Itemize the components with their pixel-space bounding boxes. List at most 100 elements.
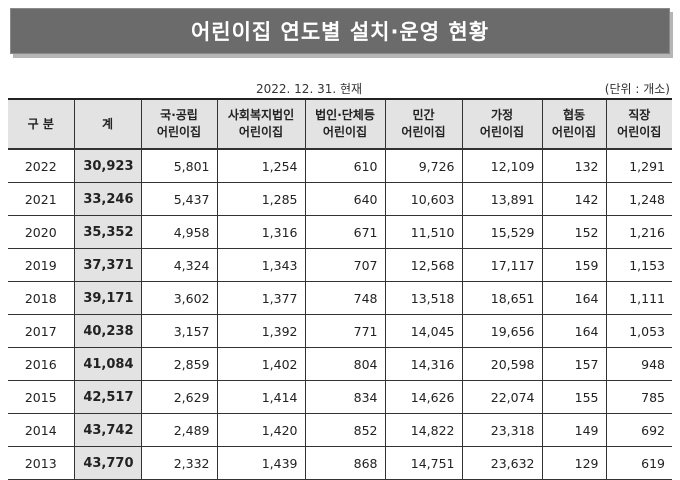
table-cell: 20,598 (461, 347, 543, 381)
table-cell: 771 (304, 314, 386, 348)
table-cell: 4,958 (140, 215, 218, 249)
table-cell: 804 (304, 347, 386, 381)
statistics-table: 구 분 계 국·공립 어린이집 사회복지법인 어린이집 법인·단체등 어린이집 … (8, 98, 672, 480)
table-cell: 9,726 (384, 148, 463, 183)
table-cell: 17,117 (461, 248, 543, 282)
table-cell: 1,248 (605, 182, 672, 216)
header-cell: 계 (73, 98, 142, 150)
header-cell: 구 분 (8, 98, 75, 150)
table-cell: 2,859 (140, 347, 218, 381)
table-row: 2019 37,371 4,324 1,343 707 12,568 17,117 159 1,… (8, 248, 672, 282)
table-cell: 868 (304, 446, 386, 480)
table-cell: 12,109 (461, 148, 543, 183)
total-cell: 42,517 (73, 380, 142, 414)
table-row: 2022 30,923 5,801 1,254 610 9,726 12,109 132 1,2… (8, 148, 672, 183)
table-row: 2015 42,517 2,629 1,414 834 14,626 22,074 155 78… (8, 380, 672, 414)
table-row: 2018 39,171 3,602 1,377 748 13,518 18,651 164 1,… (8, 281, 672, 315)
table-cell: 671 (304, 215, 386, 249)
table-cell: 1,111 (605, 281, 672, 315)
header-cell: 협동 어린이집 (541, 98, 607, 150)
table-cell: 1,420 (216, 413, 306, 447)
table-cell: 5,437 (140, 182, 218, 216)
table-cell: 129 (541, 446, 607, 480)
total-cell: 43,770 (73, 446, 142, 480)
table-cell: 1,377 (216, 281, 306, 315)
table-cell: 852 (304, 413, 386, 447)
table-cell: 23,632 (461, 446, 543, 480)
year-cell: 2015 (8, 380, 75, 414)
title-banner: 어린이집 연도별 설치·운영 현황 (10, 8, 670, 54)
table-cell: 1,153 (605, 248, 672, 282)
unit-note: (단위 : 개소) (604, 82, 670, 96)
table-cell: 14,822 (384, 413, 463, 447)
table-cell: 132 (541, 148, 607, 183)
table-cell: 2,629 (140, 380, 218, 414)
table-cell: 23,318 (461, 413, 543, 447)
year-cell: 2019 (8, 248, 75, 282)
table-cell: 640 (304, 182, 386, 216)
table-cell: 1,392 (216, 314, 306, 348)
header-cell: 사회복지법인 어린이집 (216, 98, 306, 150)
table-cell: 4,324 (140, 248, 218, 282)
year-cell: 2013 (8, 446, 75, 480)
table-cell: 14,045 (384, 314, 463, 348)
table-cell: 1,291 (605, 148, 672, 183)
table-cell: 159 (541, 248, 607, 282)
table-cell: 13,518 (384, 281, 463, 315)
table-cell: 619 (605, 446, 672, 480)
total-cell: 43,742 (73, 413, 142, 447)
table-cell: 155 (541, 380, 607, 414)
total-cell: 37,371 (73, 248, 142, 282)
total-cell: 30,923 (73, 148, 142, 183)
table-row: 2013 43,770 2,332 1,439 868 14,751 23,632 129 61… (8, 446, 672, 480)
year-cell: 2021 (8, 182, 75, 216)
total-cell: 41,084 (73, 347, 142, 381)
table-cell: 14,751 (384, 446, 463, 480)
table-cell: 164 (541, 314, 607, 348)
table-cell: 18,651 (461, 281, 543, 315)
table-cell: 19,656 (461, 314, 543, 348)
table-cell: 164 (541, 281, 607, 315)
table-cell: 3,157 (140, 314, 218, 348)
table-cell: 3,602 (140, 281, 218, 315)
table-cell: 2,489 (140, 413, 218, 447)
table-cell: 12,568 (384, 248, 463, 282)
header-cell: 민간 어린이집 (384, 98, 463, 150)
table-row: 2017 40,238 3,157 1,392 771 14,045 19,656 164 1,… (8, 314, 672, 348)
table-cell: 1,216 (605, 215, 672, 249)
table-cell: 692 (605, 413, 672, 447)
table-cell: 149 (541, 413, 607, 447)
table-row: 2020 35,352 4,958 1,316 671 11,510 15,529 152 1,… (8, 215, 672, 249)
table-cell: 748 (304, 281, 386, 315)
table-cell: 707 (304, 248, 386, 282)
table-cell: 1,285 (216, 182, 306, 216)
table-cell: 610 (304, 148, 386, 183)
table-cell: 948 (605, 347, 672, 381)
table-cell: 1,254 (216, 148, 306, 183)
year-cell: 2020 (8, 215, 75, 249)
table-row: 2016 41,084 2,859 1,402 804 14,316 20,598 157 94… (8, 347, 672, 381)
header-cell: 국·공립 어린이집 (140, 98, 218, 150)
table-cell: 10,603 (384, 182, 463, 216)
table-cell: 14,626 (384, 380, 463, 414)
table-cell: 2,332 (140, 446, 218, 480)
table-cell: 152 (541, 215, 607, 249)
table-header-row: 구 분 계 국·공립 어린이집 사회복지법인 어린이집 법인·단체등 어린이집 … (8, 98, 672, 150)
year-cell: 2022 (8, 148, 75, 183)
table-cell: 1,414 (216, 380, 306, 414)
total-cell: 35,352 (73, 215, 142, 249)
table-cell: 157 (541, 347, 607, 381)
table-cell: 14,316 (384, 347, 463, 381)
table-row: 2014 43,742 2,489 1,420 852 14,822 23,318 149 69… (8, 413, 672, 447)
year-cell: 2016 (8, 347, 75, 381)
table-cell: 785 (605, 380, 672, 414)
total-cell: 40,238 (73, 314, 142, 348)
total-cell: 33,246 (73, 182, 142, 216)
table-cell: 5,801 (140, 148, 218, 183)
table-row: 2021 33,246 5,437 1,285 640 10,603 13,891 142 1,… (8, 182, 672, 216)
table-cell: 1,343 (216, 248, 306, 282)
table-cell: 142 (541, 182, 607, 216)
table-cell: 13,891 (461, 182, 543, 216)
table-cell: 15,529 (461, 215, 543, 249)
table-cell: 834 (304, 380, 386, 414)
